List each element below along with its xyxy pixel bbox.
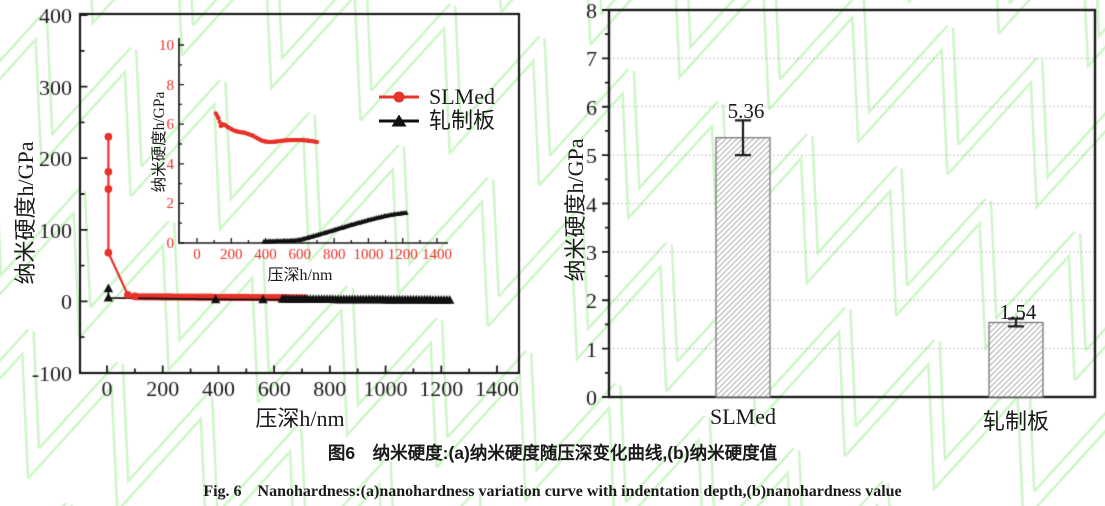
legend-label-rolled-plate: 轧制板 bbox=[429, 108, 496, 133]
left-x-axis-title: 压深h/nm bbox=[255, 406, 345, 431]
legend: SLMed 轧制板 bbox=[378, 85, 495, 133]
right-y-axis-title: 纳米硬度h/GPa bbox=[563, 138, 588, 282]
legend-label-slmed: SLMed bbox=[429, 84, 495, 109]
inset-x-axis-title: 压深h/nm bbox=[267, 267, 333, 284]
legend-entry-slmed: SLMed bbox=[378, 85, 495, 109]
nanohardness-curve-chart bbox=[0, 0, 545, 435]
legend-line-circle-icon bbox=[379, 91, 419, 103]
figure-caption-chinese: 图6 纳米硬度:(a)纳米硬度随压深变化曲线,(b)纳米硬度值 bbox=[327, 443, 778, 463]
legend-entry-rolled-plate: 轧制板 bbox=[378, 109, 495, 133]
left-y-axis-title: 纳米硬度h/GPa bbox=[13, 141, 38, 285]
figure-caption-english: Fig. 6 Nanohardness:(a)nanohardness vari… bbox=[203, 483, 902, 500]
bar-category-slmed: SLMed bbox=[710, 404, 776, 429]
bar-value-slmed: 5.36 bbox=[727, 99, 765, 123]
nanohardness-bar-chart bbox=[545, 0, 1105, 435]
bar-category-rolled-plate: 轧制板 bbox=[982, 409, 1049, 434]
legend-line-triangle-icon bbox=[379, 114, 419, 127]
inset-y-axis-title: 纳米硬度h/GPa bbox=[151, 91, 168, 193]
bar-value-rolled-plate: 1.54 bbox=[999, 300, 1037, 324]
